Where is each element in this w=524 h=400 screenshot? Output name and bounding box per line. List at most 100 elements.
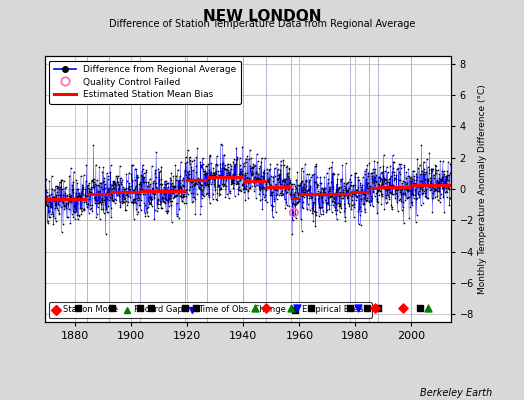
Point bbox=[204, 181, 212, 187]
Point bbox=[305, 207, 314, 213]
Point bbox=[325, 183, 334, 190]
Point bbox=[405, 214, 413, 221]
Point bbox=[159, 184, 168, 190]
Point bbox=[284, 186, 292, 192]
Point bbox=[145, 194, 154, 200]
Point bbox=[108, 195, 117, 202]
Point bbox=[428, 168, 436, 174]
Point bbox=[119, 184, 128, 190]
Point bbox=[374, 305, 382, 311]
Point bbox=[73, 180, 82, 186]
Point bbox=[151, 184, 160, 190]
Point bbox=[46, 195, 54, 202]
Point bbox=[262, 180, 270, 187]
Point bbox=[111, 189, 119, 196]
Point bbox=[385, 179, 394, 185]
Point bbox=[111, 196, 119, 202]
Point bbox=[267, 192, 275, 198]
Text: Difference of Station Temperature Data from Regional Average: Difference of Station Temperature Data f… bbox=[109, 19, 415, 29]
Point bbox=[166, 175, 174, 181]
Point bbox=[394, 165, 402, 172]
Point bbox=[247, 182, 256, 189]
Text: Berkeley Earth: Berkeley Earth bbox=[420, 388, 493, 398]
Point bbox=[97, 206, 106, 212]
Point bbox=[302, 183, 311, 190]
Point bbox=[334, 192, 343, 198]
Point bbox=[282, 190, 290, 196]
Point bbox=[187, 190, 195, 196]
Point bbox=[386, 189, 395, 195]
Point bbox=[246, 184, 255, 190]
Point bbox=[214, 174, 222, 180]
Point bbox=[100, 199, 108, 206]
Point bbox=[361, 206, 369, 212]
Point bbox=[150, 194, 158, 201]
Point bbox=[217, 165, 226, 172]
Point bbox=[115, 199, 124, 206]
Point bbox=[135, 181, 143, 188]
Point bbox=[358, 182, 366, 188]
Point bbox=[340, 201, 348, 208]
Point bbox=[384, 184, 392, 190]
Point bbox=[50, 200, 59, 206]
Point bbox=[297, 187, 305, 193]
Point bbox=[341, 218, 350, 225]
Point bbox=[68, 196, 76, 203]
Point bbox=[301, 178, 310, 184]
Point bbox=[83, 201, 91, 208]
Point bbox=[102, 203, 110, 210]
Point bbox=[208, 173, 216, 179]
Point bbox=[96, 192, 105, 198]
Point bbox=[277, 181, 286, 187]
Point bbox=[85, 206, 94, 212]
Point bbox=[299, 184, 307, 190]
Point bbox=[123, 191, 131, 197]
Point bbox=[130, 185, 139, 191]
Point bbox=[88, 202, 96, 209]
Point bbox=[408, 167, 417, 174]
Point bbox=[239, 163, 248, 170]
Point bbox=[146, 200, 154, 206]
Point bbox=[289, 211, 298, 218]
Point bbox=[118, 191, 127, 197]
Point bbox=[423, 195, 431, 202]
Point bbox=[314, 190, 322, 196]
Point bbox=[61, 203, 69, 209]
Point bbox=[69, 189, 78, 195]
Point bbox=[41, 199, 50, 205]
Point bbox=[123, 178, 131, 184]
Point bbox=[184, 171, 193, 178]
Point bbox=[381, 186, 389, 192]
Point bbox=[343, 188, 352, 194]
Point bbox=[401, 197, 410, 203]
Point bbox=[227, 174, 235, 180]
Point bbox=[192, 154, 201, 160]
Point bbox=[364, 188, 373, 195]
Point bbox=[218, 181, 226, 188]
Point bbox=[287, 196, 295, 202]
Point bbox=[333, 206, 342, 213]
Point bbox=[437, 178, 445, 184]
Point bbox=[213, 197, 222, 204]
Point bbox=[338, 162, 346, 169]
Point bbox=[137, 183, 145, 190]
Point bbox=[180, 183, 189, 189]
Point bbox=[397, 190, 406, 197]
Point bbox=[361, 170, 369, 177]
Point bbox=[101, 181, 109, 187]
Point bbox=[228, 178, 237, 184]
Point bbox=[199, 161, 207, 168]
Point bbox=[427, 178, 435, 184]
Point bbox=[117, 189, 126, 196]
Point bbox=[368, 194, 377, 201]
Point bbox=[399, 220, 408, 226]
Point bbox=[250, 305, 259, 311]
Point bbox=[311, 179, 319, 185]
Point bbox=[81, 186, 90, 192]
Point bbox=[442, 187, 450, 194]
Point bbox=[101, 191, 110, 198]
Point bbox=[205, 152, 214, 158]
Point bbox=[156, 168, 164, 175]
Point bbox=[445, 172, 453, 178]
Point bbox=[271, 181, 280, 187]
